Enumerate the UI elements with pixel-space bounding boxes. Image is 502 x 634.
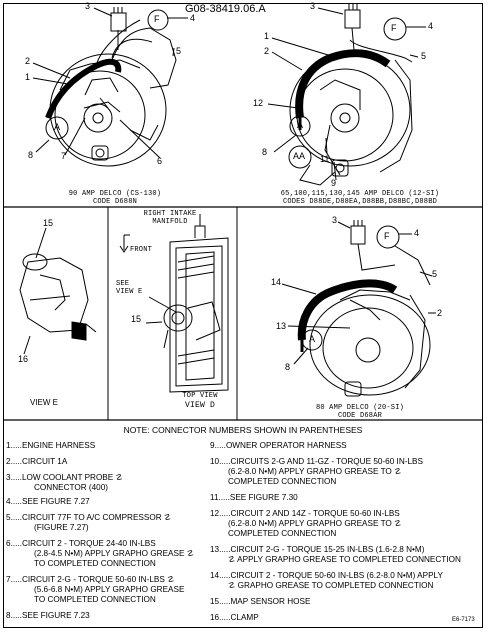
- callout-br-3: 3: [332, 215, 338, 225]
- view-e-drawing: [19, 227, 97, 355]
- callout-br-8: 8: [285, 362, 291, 372]
- connector-note: NOTE: CONNECTOR NUMBERS SHOWN IN PARENTH…: [123, 425, 363, 435]
- legend-item-5-line2: (FIGURE 7.27): [34, 523, 89, 532]
- legend-item-10-line3: COMPLETED CONNECTION: [228, 477, 337, 486]
- callout-tl-5: 5: [176, 46, 182, 56]
- callout-tl-4: 4: [190, 13, 196, 23]
- callout-bl-16: 16: [18, 354, 29, 364]
- legend-item-14-line2: ☡ GRAPHO GREASE TO COMPLETED CONNECTION: [228, 581, 434, 590]
- callout-br-14: 14: [271, 277, 282, 287]
- callout-tl-3: 3: [85, 1, 91, 11]
- connector-f-top-right: F: [391, 23, 397, 33]
- legend-item-13: 13.....CIRCUIT 2-G - TORQUE 15-25 IN-LBS…: [210, 545, 425, 554]
- callout-br-5: 5: [432, 269, 438, 279]
- callout-tr-5: 5: [421, 51, 427, 61]
- callout-tr-11: 11: [320, 154, 330, 164]
- figure-frame: [3, 3, 483, 628]
- caption-top-right-1: 65,100,115,130,145 AMP DELCO (12-SI): [280, 190, 440, 198]
- callout-tr-4: 4: [428, 21, 434, 31]
- legend-item-12-line3: COMPLETED CONNECTION: [228, 529, 337, 538]
- front-label: FRONT: [130, 246, 153, 254]
- manifold-label-1: RIGHT INTAKE: [143, 210, 197, 218]
- callout-tr-1: 1: [264, 31, 270, 41]
- legend-item-5: 5.....CIRCUIT 77F TO A/C COMPRESSOR ☡: [6, 513, 172, 522]
- top-view-drawing: [119, 214, 229, 393]
- connector-f-bottom-right: F: [384, 231, 390, 241]
- callout-tr-3: 3: [310, 1, 316, 11]
- legend-item-1: 1.....ENGINE HARNESS: [6, 441, 96, 450]
- connector-aa-top-right: AA: [293, 151, 306, 161]
- caption-top-left-2: CODE D688N: [92, 198, 137, 206]
- legend-item-10: 10.....CIRCUITS 2-G AND 11-GZ - TORQUE 5…: [210, 457, 423, 466]
- callout-tl-1: 1: [25, 72, 31, 82]
- connector-a-bottom-right: A: [309, 334, 316, 344]
- legend-item-7: 7.....CIRCUIT 2-G - TORQUE 50-60 IN-LBS …: [6, 575, 175, 584]
- legend-item-9: 9.....OWNER OPERATOR HARNESS: [210, 441, 347, 450]
- legend-item-3-line2: CONNECTOR (400): [34, 483, 109, 492]
- view-e-label: VIEW E: [30, 398, 59, 407]
- callout-br-2: 2: [437, 308, 443, 318]
- callout-tr-2: 2: [264, 46, 270, 56]
- callout-br-4: 4: [414, 228, 420, 238]
- callout-tr-9: 9: [331, 178, 337, 188]
- legend-item-15: 15.....MAP SENSOR HOSE: [210, 597, 311, 606]
- connector-f-top-left: F: [154, 14, 160, 24]
- callout-tr-12: 12: [253, 98, 264, 108]
- legend-item-11: 11.....SEE FIGURE 7.30: [210, 493, 298, 502]
- legend-item-7-line3: TO COMPLETED CONNECTION: [34, 595, 156, 604]
- callout-tl-6: 6: [157, 156, 163, 166]
- manifold-label-2: MANIFOLD: [152, 218, 188, 226]
- legend-item-6: 6.....CIRCUIT 2 - TORQUE 24-40 IN-LBS: [6, 539, 156, 548]
- legend-item-4: 4.....SEE FIGURE 7.27: [6, 497, 90, 506]
- legend-item-14: 14.....CIRCUIT 2 - TORQUE 50-60 IN-LBS (…: [210, 571, 443, 580]
- legend-item-8: 8.....SEE FIGURE 7.23: [6, 611, 90, 620]
- callout-tl-2: 2: [25, 56, 31, 66]
- legend-item-12: 12.....CIRCUIT 2 AND 14Z - TORQUE 50-60 …: [210, 509, 400, 518]
- callout-tr-8: 8: [262, 147, 268, 157]
- callout-bl-15: 15: [43, 218, 54, 228]
- legend-item-12-line2: (6.2-8.0 N•M) APPLY GRAPHO GREASE TO ☡: [228, 519, 402, 528]
- alternator-bottom-right: [281, 220, 436, 397]
- legend-item-6-line3: TO COMPLETED CONNECTION: [34, 559, 156, 568]
- caption-top-right-2: CODES D88DE,D88EA,D88BB,D88BC,D88BD: [282, 198, 438, 206]
- top-view-label-1: TOP VIEW: [182, 392, 218, 400]
- legend-item-7-line2: (5.6-6.8 N•M) APPLY GRAPHO GREASE: [34, 585, 185, 594]
- legend-item-3: 3.....LOW COOLANT PROBE ☡: [6, 473, 123, 482]
- figure-id: E6-7173: [452, 617, 475, 623]
- see-view-e-label-2: VIEW E: [116, 288, 143, 296]
- caption-bottom-right-2: CODE D68AR: [337, 412, 382, 420]
- top-view-label-2: VIEW D: [184, 401, 215, 410]
- figure-code: G08-38419.06.A: [185, 3, 266, 15]
- caption-top-left-1: 90 AMP DELCO (CS-130): [68, 190, 162, 198]
- callout-br-13: 13: [276, 321, 287, 331]
- alternator-top-left: [32, 7, 188, 167]
- legend-item-2: 2.....CIRCUIT 1A: [6, 457, 68, 466]
- connector-a-top-right: A: [297, 120, 304, 130]
- legend-item-10-line2: (6.2-8.0 N•M) APPLY GRAPHO GREASE TO ☡: [228, 467, 402, 476]
- legend-item-13-line2: ☡ APPLY GRAPHO GREASE TO COMPLETED CONNE…: [228, 555, 461, 564]
- connector-a-top-left: A: [54, 122, 61, 132]
- legend-item-6-line2: (2.8-4.5 N•M) APPLY GRAPHO GREASE ☡: [34, 549, 195, 558]
- legend-item-16: 16.....CLAMP: [210, 613, 259, 622]
- callout-bm-15: 15: [131, 314, 142, 324]
- callout-tl-7: 7: [61, 151, 67, 161]
- caption-bottom-right-1: 80 AMP DELCO (20-SI): [315, 404, 404, 412]
- see-view-e-label-1: SEE: [116, 280, 130, 288]
- alternator-top-right: [267, 4, 426, 186]
- callout-tl-8: 8: [28, 150, 34, 160]
